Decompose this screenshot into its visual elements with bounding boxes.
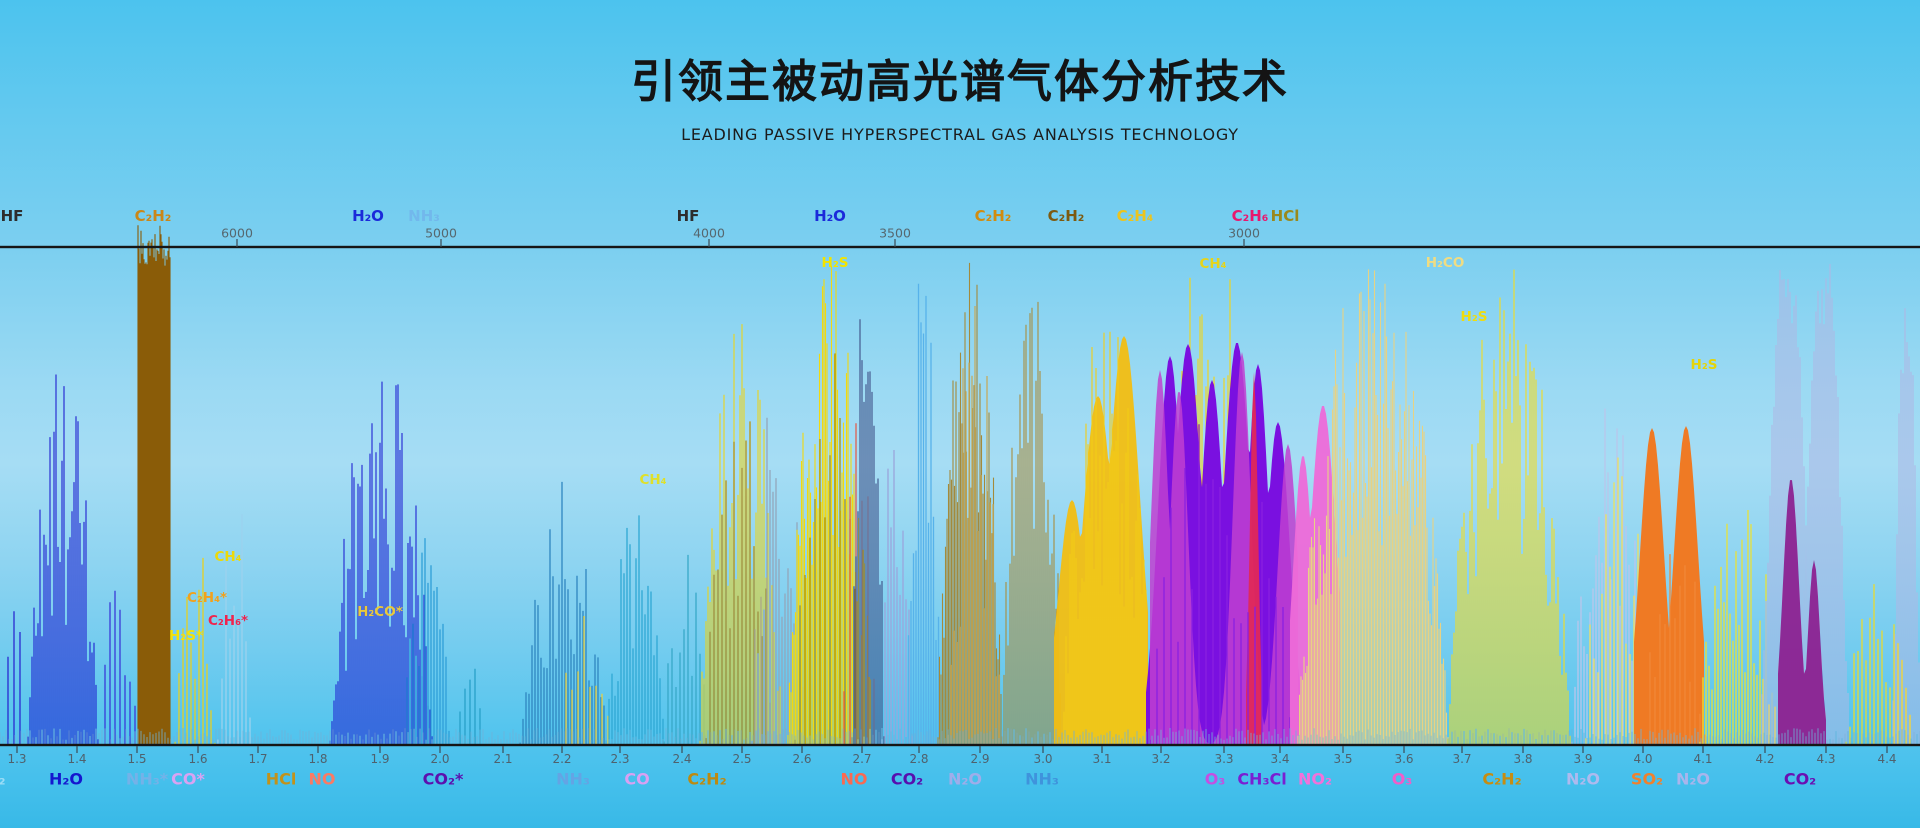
header: 引领主被动高光谱气体分析技术 LEADING PASSIVE HYPERSPEC… (0, 56, 1920, 144)
bottom-axis-tick-mark (197, 746, 199, 753)
top-axis-tick-mark (236, 239, 238, 247)
spectral-band-yellow-4p3 (1845, 584, 1911, 745)
bottom-axis-tick-mark (76, 746, 78, 753)
spectral-band-baseline-fringe (0, 728, 1920, 745)
spectral-band-cyan-1p95 (406, 538, 450, 745)
bottom-axis-line (0, 743, 1920, 747)
bottom-axis-tick-mark (1461, 746, 1463, 753)
bottom-axis-tick-mark (861, 746, 863, 753)
spectral-band-teal-2p3 (605, 515, 664, 745)
bottom-axis-tick-mark (502, 746, 504, 753)
bottom-axis-tick-mark (1223, 746, 1225, 753)
spectral-band-h2o-1p4 (27, 374, 99, 745)
page-title: 引领主被动高光谱气体分析技术 (630, 55, 1289, 108)
spectral-band-so2-blob-2 (1668, 426, 1704, 745)
bottom-axis-tick-mark (918, 746, 920, 753)
bottom-axis-tick-mark (1522, 746, 1524, 753)
bottom-axis-tick-mark (1825, 746, 1827, 753)
top-axis-tick-mark (440, 239, 442, 247)
spectral-band-yellow-3p65 (1447, 269, 1571, 745)
spectral-band-orchid-blob (1150, 352, 1298, 745)
top-axis-tick-mark (708, 239, 710, 247)
bottom-axis-tick-mark (1042, 746, 1044, 753)
spectral-band-so2-blob-1 (1634, 428, 1670, 745)
spectral-band-n2o-2p87 (881, 450, 913, 745)
spectral-band-hf-edge (7, 611, 21, 745)
bottom-axis-tick-mark (1764, 746, 1766, 753)
spectral-band-purple-spikes (1149, 424, 1291, 745)
spectral-band-h2o-1p45 (104, 590, 136, 745)
spectral-band-h2s-1p6 (174, 557, 216, 745)
spectral-band-c2h2-1p52 (137, 225, 171, 745)
spectral-band-pale-1p65 (217, 514, 251, 745)
page-subtitle: LEADING PASSIVE HYPERSPECTRAL GAS ANALYS… (681, 124, 1239, 144)
bottom-axis-tick-mark (257, 746, 259, 753)
spectral-band-olive-3p15 (1001, 301, 1063, 745)
spectral-band-crimson-3p35 (1246, 372, 1262, 745)
spectral-band-nh3-3p0 (905, 283, 940, 745)
bottom-axis-tick-mark (1886, 746, 1888, 753)
bottom-axis-tick-mark (1403, 746, 1405, 753)
bottom-axis-tick-mark (1101, 746, 1103, 753)
spectral-band-yellow-2p25 (565, 616, 609, 745)
bottom-axis-tick-mark (1279, 746, 1281, 753)
spectral-band-wheat-3p5 (1297, 269, 1449, 745)
spectral-band-magenta-4p25 (1778, 480, 1826, 745)
bottom-axis-tick-mark (1702, 746, 1704, 753)
bottom-axis-tick-mark (439, 746, 441, 753)
bottom-axis-tick-mark (1160, 746, 1162, 753)
bottom-axis-tick-mark (1342, 746, 1344, 753)
bottom-axis-tick-mark (681, 746, 683, 753)
spectral-band-orange-4p0 (1644, 554, 1706, 745)
spectral-band-co2-4p45 (1892, 308, 1920, 745)
spectral-band-nh3-2p2 (519, 481, 605, 745)
bottom-axis-tick-mark (979, 746, 981, 753)
bottom-axis-tick-mark (1582, 746, 1584, 753)
top-axis-tick-mark (1243, 239, 1245, 247)
top-axis-tick-mark (894, 239, 896, 247)
bottom-axis-tick-mark (741, 746, 743, 753)
top-axis-line (0, 245, 1920, 249)
bottom-axis-tick-mark (136, 746, 138, 753)
bottom-axis-tick-mark (619, 746, 621, 753)
bottom-axis-tick-mark (317, 746, 319, 753)
bottom-axis-tick-mark (561, 746, 563, 753)
bottom-axis-tick-mark (1642, 746, 1644, 753)
spectral-band-h2o-1p9 (329, 381, 433, 745)
spectral-band-teal-2p35 (663, 554, 705, 745)
bottom-axis-tick-mark (16, 746, 18, 753)
bottom-axis-tick-mark (379, 746, 381, 753)
bottom-axis-tick-mark (801, 746, 803, 753)
spectral-band-teal-2p05 (459, 668, 481, 745)
spectral-band-yellow-4p1 (1699, 510, 1776, 745)
